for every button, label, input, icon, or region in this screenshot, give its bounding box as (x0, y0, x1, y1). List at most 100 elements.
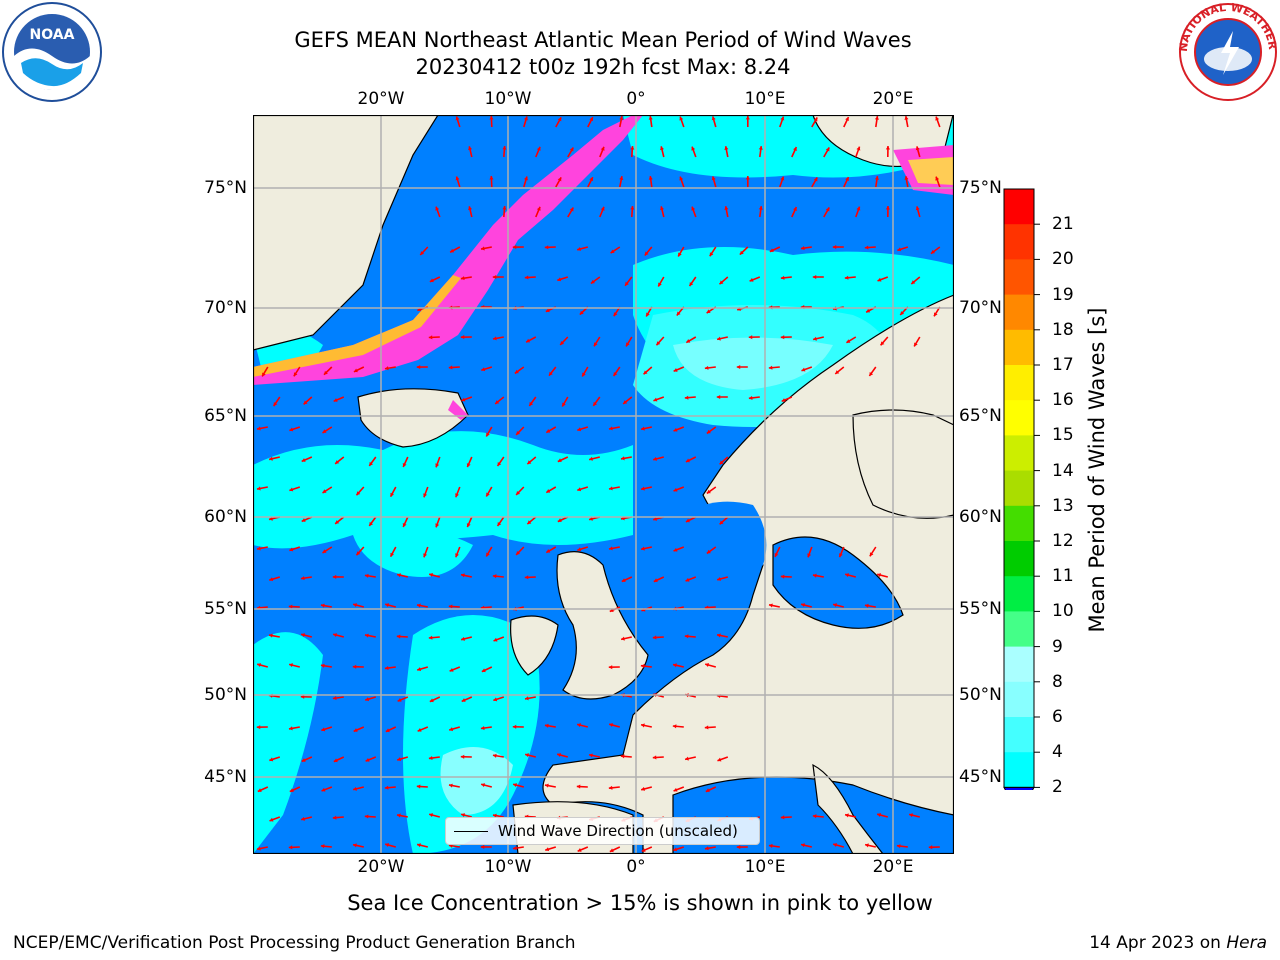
wave-vector-head (608, 486, 613, 491)
lon-label-top: 10°E (744, 89, 786, 109)
wave-vector-head (502, 146, 507, 150)
colorbar-tick-label: 13 (1052, 495, 1074, 516)
wave-vector-head (322, 489, 327, 493)
wave-vector-head (676, 311, 681, 316)
lat-label-right: 70°N (959, 298, 1002, 318)
wave-vector-head (833, 843, 838, 848)
wave-vector-head (352, 664, 357, 669)
wave-vector-head (577, 547, 582, 552)
wave-vector-head (869, 552, 874, 557)
wave-vector-head (449, 667, 454, 672)
ireland (510, 615, 559, 676)
colorbar-label: Mean Period of Wind Waves [s] (1085, 307, 1109, 633)
wave-vector-head (600, 206, 605, 211)
wave-vector-head (416, 603, 421, 608)
wave-vector-head (301, 518, 306, 522)
wave-vector-head (780, 176, 785, 181)
legend-line-sample (454, 831, 488, 832)
wave-vector-head (300, 576, 305, 581)
wave-vector-head (557, 753, 562, 758)
lon-label-top: 0° (626, 89, 646, 109)
wave-vector-head (934, 312, 938, 317)
lat-label-left: 50°N (204, 685, 247, 705)
wave-vector-head (706, 549, 711, 554)
wave-vector-head (356, 551, 361, 556)
wave-vector-head (577, 487, 582, 492)
colorbar-segment (1004, 435, 1034, 472)
wave-vector-head (428, 635, 433, 640)
wave-vector-head (935, 116, 940, 121)
wave-vector-head (301, 458, 306, 462)
wave-vector-head (562, 402, 566, 407)
wave-vector-head (385, 843, 390, 848)
wave-vector-head (321, 787, 326, 792)
wave-vector-head (706, 429, 711, 434)
wave-vector-head (768, 365, 773, 370)
wave-vector-head (838, 553, 843, 558)
wave-vector-head (460, 276, 465, 281)
wave-vector-head (557, 117, 562, 122)
colorbar-tick-label: 6 (1052, 707, 1063, 727)
wave-vector-head (322, 429, 327, 433)
colorbar-segment (1004, 259, 1034, 296)
colorbar-segment (1004, 541, 1034, 577)
wave-vector-head (653, 397, 658, 402)
lon-label-top: 10°W (484, 89, 532, 109)
wave-vector-head (724, 206, 729, 210)
wave-vector-head (257, 788, 262, 792)
wave-vector-head (461, 813, 465, 818)
wave-vector-head (781, 398, 786, 402)
wave-vector-head (768, 843, 773, 849)
colorbar-tick-label: 11 (1052, 566, 1074, 587)
wave-vector-head (620, 754, 625, 759)
map-plot (253, 115, 954, 854)
wave-vector-head (512, 245, 517, 250)
wave-vector-head (493, 637, 498, 642)
colorbar-tick-label: 9 (1052, 636, 1063, 657)
wave-vector-head (527, 460, 532, 465)
wave-vector-head (865, 843, 869, 848)
wave-vector-head (685, 458, 690, 463)
wave-vector-head (812, 573, 817, 578)
wave-vector-head (685, 518, 690, 523)
sea-ice-caption: Sea Ice Concentration > 15% is shown in … (347, 891, 933, 915)
wave-vector-head (845, 573, 849, 578)
wave-vector-head (630, 206, 635, 210)
colorbar-segment (1004, 646, 1034, 683)
colorbar-segment (1004, 576, 1034, 612)
wave-vector-head (397, 573, 401, 578)
colorbar-tick-label: 2 (1052, 777, 1063, 798)
wave-vector-head (608, 665, 613, 670)
footer-date: 14 Apr 2023 on Hera (1089, 933, 1267, 953)
wave-vector-head (745, 116, 750, 120)
wave-vector-head (856, 206, 861, 211)
wave-vector-head (289, 487, 294, 492)
wave-vector-head (461, 397, 466, 402)
wave-vector-head (758, 146, 763, 150)
wave-vector-head (429, 813, 433, 818)
colorbar-segment (1004, 681, 1034, 718)
wave-vector-head (481, 783, 485, 788)
wave-vector-head (524, 696, 529, 701)
wave-vector-head (497, 462, 502, 467)
wave-vector-head (660, 146, 665, 151)
wave-vector-head (466, 463, 471, 468)
wave-vector-head (653, 516, 657, 521)
lat-label-left: 75°N (204, 178, 247, 198)
wave-vector-head (780, 574, 785, 579)
lat-label-left: 55°N (204, 599, 247, 619)
wave-vector-head (512, 724, 517, 729)
colorbar-tick-label: 15 (1052, 425, 1074, 446)
wave-vector-head (525, 753, 529, 758)
wave-vector-head (885, 146, 890, 150)
lat-label-right: 50°N (959, 685, 1002, 705)
wave-vector-head (673, 368, 678, 372)
wave-vector-head (492, 336, 497, 341)
wave-vector-head (656, 341, 661, 346)
wave-vector-head (495, 400, 500, 404)
wave-vector-head (502, 206, 507, 210)
wave-vector-head (449, 727, 454, 732)
lat-label-right: 55°N (959, 599, 1002, 619)
wave-vector-head (641, 546, 645, 551)
wave-vector-head (390, 552, 395, 557)
